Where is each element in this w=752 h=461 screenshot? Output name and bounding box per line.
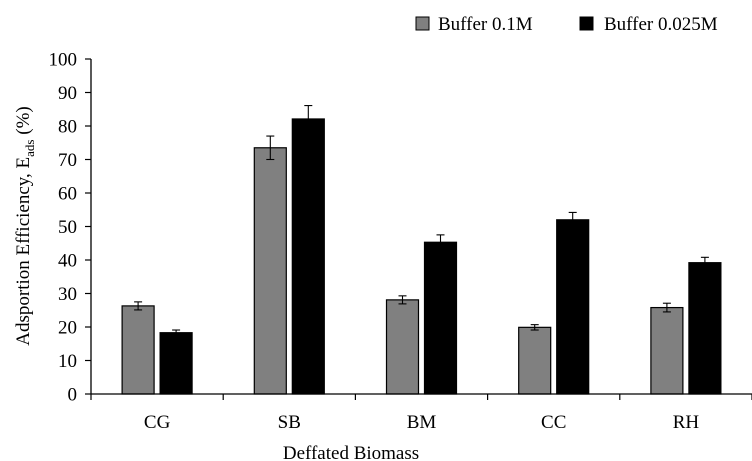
legend-label-series-1: Buffer 0.1M [438, 14, 533, 35]
y-axis-title-prefix: Adsportion Efficiency, E [13, 157, 34, 346]
legend-swatch-series-2 [579, 16, 594, 31]
y-tick-label: 70 [58, 150, 77, 171]
x-tick-label: CC [541, 412, 566, 433]
bar-series-2 [688, 262, 722, 395]
x-tick-label: BM [407, 412, 437, 433]
x-axis: CG SB BM CC RH [90, 393, 752, 433]
error-bars [134, 105, 709, 336]
bar-series-2 [291, 118, 325, 395]
y-tick-label: 100 [49, 50, 78, 71]
y-tick-label: 30 [58, 284, 77, 305]
legend: Buffer 0.1M Buffer 0.025M [415, 14, 718, 35]
y-tick-label: 50 [58, 217, 77, 238]
x-tick-label: SB [278, 412, 301, 433]
bar-series-2 [556, 219, 590, 395]
y-axis: 0 10 20 30 40 50 60 70 80 90 100 [49, 50, 92, 406]
bars [121, 118, 722, 395]
bar-series-1 [253, 147, 287, 395]
y-axis-title: Adsportion Efficiency, Eads (%) [13, 106, 37, 345]
bar-series-1 [121, 305, 155, 395]
bar-series-1 [650, 306, 684, 395]
y-tick-label: 80 [58, 117, 77, 138]
y-axis-title-subscript: ads [22, 139, 37, 156]
x-tick-label: RH [673, 412, 700, 433]
y-tick-label: 90 [58, 83, 77, 104]
bar-series-1 [518, 326, 552, 395]
y-tick-label: 10 [58, 351, 77, 372]
legend-swatch-series-1 [415, 16, 430, 31]
y-tick-label: 0 [68, 385, 78, 406]
x-axis-title: Deffated Biomass [283, 443, 419, 461]
legend-label-series-2: Buffer 0.025M [604, 14, 718, 35]
bar-series-2 [423, 241, 458, 395]
y-axis-title-suffix: (%) [13, 106, 34, 139]
x-tick-label: CG [144, 412, 171, 433]
bar-series-2 [159, 332, 193, 395]
bar-series-1 [385, 299, 420, 395]
y-tick-label: 20 [58, 318, 77, 339]
y-tick-label: 40 [58, 251, 77, 272]
y-tick-label: 60 [58, 184, 77, 205]
